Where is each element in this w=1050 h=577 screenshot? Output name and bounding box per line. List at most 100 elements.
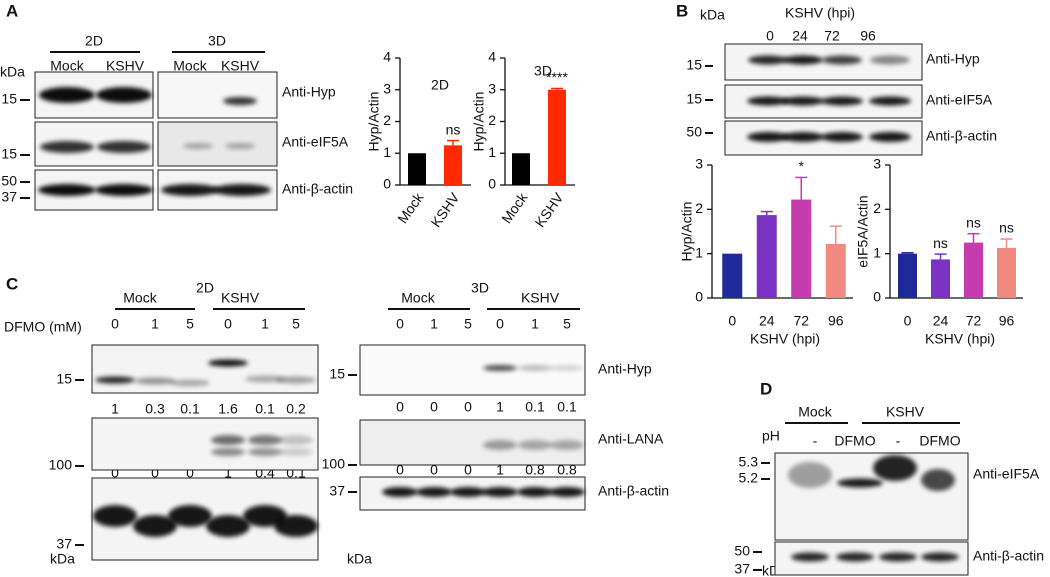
x-tick-label: KSHV — [428, 189, 463, 230]
label: 24 — [792, 28, 808, 44]
band — [836, 552, 874, 562]
label: Anti-Hyp — [926, 51, 980, 67]
label: A — [6, 1, 18, 20]
error-bar — [795, 176, 808, 200]
blot-box — [157, 71, 278, 119]
bar — [408, 153, 426, 185]
label: 0 — [186, 465, 194, 481]
label: Anti-eIF5A — [926, 92, 993, 108]
label: 37 — [734, 561, 750, 577]
label: - — [896, 433, 901, 449]
annotation: ns — [933, 235, 948, 251]
label: 0 — [464, 399, 472, 415]
label: Anti-β-actin — [282, 181, 353, 197]
band — [211, 448, 245, 456]
band — [870, 55, 910, 65]
x-tick-label: 24 — [759, 313, 775, 329]
label: 50 — [686, 124, 702, 140]
label: 0 — [224, 316, 232, 332]
label: Anti-eIF5A — [282, 134, 349, 150]
bar — [512, 153, 530, 185]
y-axis-label: Hyp/Actin — [679, 202, 695, 262]
label: 15 — [329, 366, 345, 382]
x-tick-label: 72 — [793, 313, 809, 329]
blot-box — [91, 417, 319, 471]
label: D — [760, 379, 772, 398]
x-tick-label: 72 — [966, 313, 982, 329]
label: 0 — [430, 462, 438, 478]
y-tick-label: 2 — [695, 200, 703, 216]
label: kDa — [50, 551, 75, 567]
band — [747, 132, 789, 142]
y-tick-label: 4 — [383, 49, 391, 65]
label: 3D — [208, 33, 226, 49]
blot-box — [359, 419, 586, 466]
error-bar — [967, 232, 980, 243]
bar — [825, 243, 846, 298]
band — [450, 487, 486, 497]
label: Mock — [401, 290, 435, 306]
y-tick-label: 1 — [873, 244, 881, 260]
label: 5 — [464, 316, 472, 332]
chart-title: 2D — [431, 77, 449, 93]
annotation: ns — [999, 220, 1014, 236]
band — [93, 505, 137, 527]
bar — [964, 242, 983, 298]
y-tick-label: 3 — [383, 80, 391, 96]
annotation: * — [799, 158, 805, 174]
band — [223, 97, 257, 105]
label: 0 — [496, 316, 504, 332]
label: 0.1 — [525, 399, 545, 415]
blot-box — [157, 121, 278, 167]
y-axis-label: Hyp/Actin — [471, 92, 487, 152]
label: 0.2 — [286, 401, 306, 417]
label: Mock — [798, 404, 832, 420]
label: 1 — [261, 316, 269, 332]
label: - — [813, 433, 818, 449]
label: B — [676, 1, 688, 20]
label: 37 — [1, 189, 17, 205]
band — [416, 487, 452, 497]
label: KSHV — [521, 290, 560, 306]
band — [161, 184, 219, 196]
y-tick-label: 0 — [695, 289, 703, 305]
label: 0.8 — [525, 462, 545, 478]
label: 0.1 — [557, 399, 577, 415]
x-axis-label: KSHV (hpi) — [750, 331, 820, 347]
x-tick-label: KSHV — [532, 189, 567, 230]
label: 37 — [56, 536, 72, 552]
y-tick-label: 0 — [383, 176, 391, 192]
label: 5.3 — [739, 454, 759, 470]
label: 72 — [824, 28, 840, 44]
band — [382, 487, 418, 497]
label: DFMO — [919, 433, 960, 449]
label: kDa — [0, 64, 25, 80]
label: Mock — [123, 290, 157, 306]
band — [206, 515, 250, 537]
x-axis-label: KSHV (hpi) — [925, 331, 995, 347]
band — [225, 143, 255, 149]
band — [549, 487, 585, 497]
band — [38, 184, 96, 196]
band — [788, 462, 832, 488]
label: 37 — [329, 483, 345, 499]
error-bar — [551, 87, 563, 90]
label: Mock — [173, 58, 207, 74]
label: 1 — [496, 462, 504, 478]
label: 15 — [1, 91, 17, 107]
band — [869, 132, 911, 142]
bar — [931, 259, 950, 298]
band — [96, 87, 152, 103]
band — [518, 440, 552, 450]
band — [183, 143, 213, 149]
y-tick-label: 1 — [383, 144, 391, 160]
label: 2D — [85, 33, 103, 49]
label: kDa — [700, 7, 725, 23]
band — [822, 55, 862, 65]
label: Anti-eIF5A — [973, 466, 1040, 482]
y-tick-label: 2 — [488, 112, 496, 128]
annotation: ns — [966, 214, 981, 230]
band — [211, 435, 245, 445]
band — [483, 440, 517, 450]
label: 0.8 — [557, 462, 577, 478]
